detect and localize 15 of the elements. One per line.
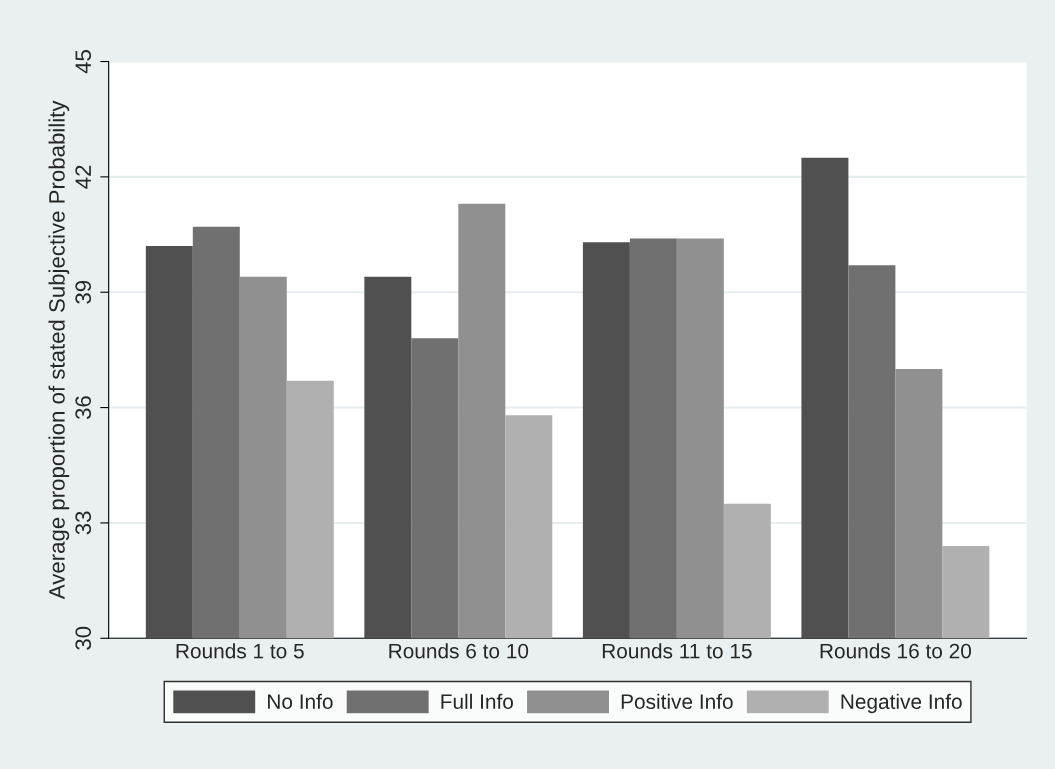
x-tick-label: Rounds 16 to 20 [820,643,972,659]
y-tick-label: 42 [75,165,91,189]
x-tick-label: Rounds 6 to 10 [389,643,529,659]
y-tick-label: 39 [75,280,92,304]
legend-label: Negative Info [841,693,962,714]
y-axis-title: Average proportion of stated Subjective Probability [48,100,70,600]
legend-label: Full Info [441,693,513,710]
y-tick-label: 33 [75,511,92,535]
y-tick-label: 30 [75,626,92,650]
x-tick-label: Rounds 1 to 5 [176,643,304,659]
x-tick-label: Rounds 11 to 15 [602,643,752,659]
y-tick-label: 36 [75,396,92,420]
legend-label: No Info [268,693,333,710]
y-tick-label: 45 [75,50,92,74]
legend-label: Positive Info [621,693,733,710]
